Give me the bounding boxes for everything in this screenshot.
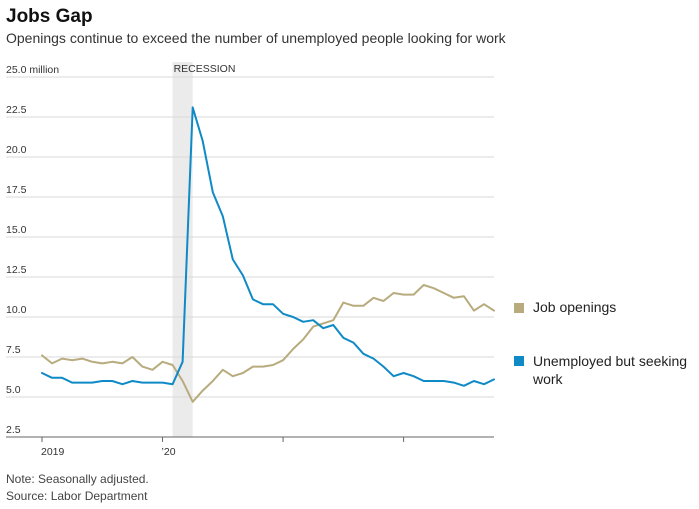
chart-note: Note: Seasonally adjusted. (6, 472, 149, 486)
y-tick-label: 17.5 (6, 184, 27, 196)
x-tick-label: 2019 (41, 446, 65, 458)
recession-label: RECESSION (174, 63, 236, 75)
recession-band (172, 62, 193, 437)
y-tick-label: 7.5 (6, 344, 21, 356)
chart-title: Jobs Gap (6, 6, 93, 27)
series-line-unemployed (41, 106, 495, 387)
y-tick-label: 2.5 (6, 424, 21, 436)
y-tick-label: 12.5 (6, 264, 27, 276)
legend-item-job-openings: Job openings (514, 299, 616, 315)
y-tick-label: 25.0 million (6, 64, 59, 76)
chart-subtitle: Openings continue to exceed the number o… (6, 30, 506, 46)
series-line-job-openings (41, 284, 495, 403)
x-tick-label: ’20 (162, 446, 176, 458)
legend-label-job-openings: Job openings (533, 299, 617, 315)
chart-plot: RECESSION 25.0 million 22.5 20.0 17.5 15.0 12… (6, 62, 495, 458)
legend-item-unemployed: Unemployed but seeking work (514, 352, 694, 388)
y-tick-label: 10.0 (6, 304, 27, 316)
y-tick-label: 5.0 (6, 384, 21, 396)
y-tick-label: 22.5 (6, 104, 27, 116)
legend-label-unemployed: Unemployed but seeking work (533, 353, 688, 387)
legend-swatch-job-openings (514, 303, 524, 313)
y-tick-label: 15.0 (6, 224, 27, 236)
chart-source: Source: Labor Department (6, 489, 148, 503)
legend-swatch-unemployed (514, 356, 524, 366)
y-tick-label: 20.0 (6, 144, 27, 156)
